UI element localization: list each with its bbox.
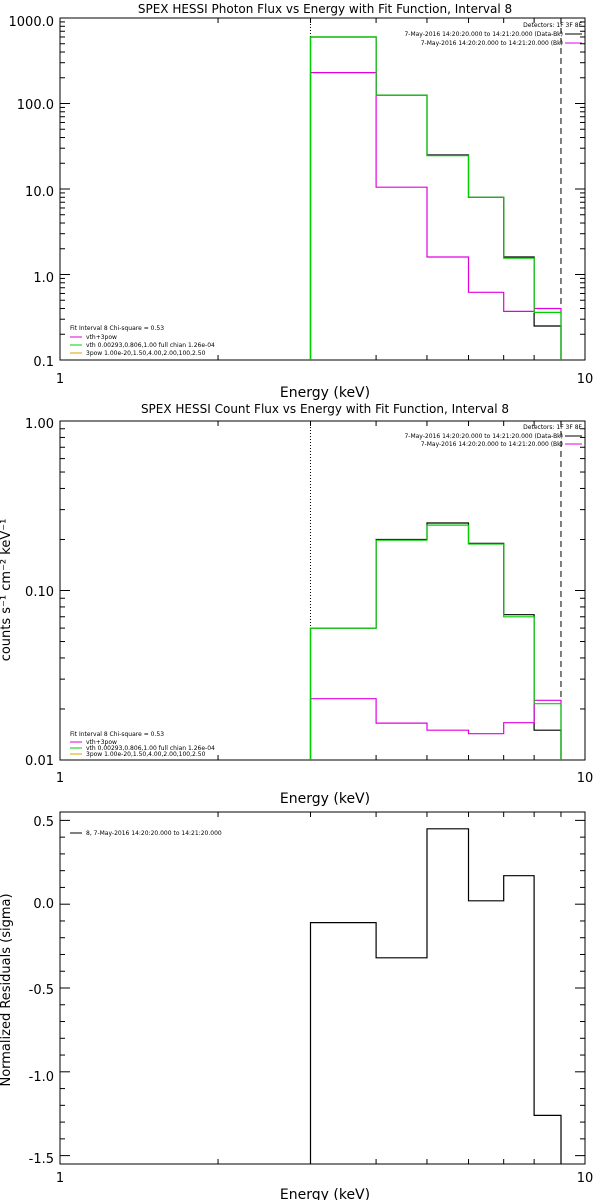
panel-2-fit-label-vth: vth 0.00293,0.806,1.00 full chian 1.26e-…: [86, 745, 215, 752]
panel-3-ytick--1.0: -1.0: [29, 1070, 54, 1085]
panel-1-fit-label-vth3pow: vth+3pow: [86, 334, 117, 341]
panel-3-marks: [60, 812, 585, 1164]
panel-2-xtick-1: 1: [56, 771, 64, 786]
panel-2-detectors-legend: Detectors: 1F 3F 8F 7-May-2016 14:20:20.…: [404, 424, 582, 448]
panel-3-ytick-0.0: 0.0: [33, 897, 54, 912]
panel-1-legend-data-bk: 7-May-2016 14:20:20.000 to 14:21:20.000 …: [404, 31, 563, 38]
panel-2-detectors-label: Detectors: 1F 3F 8F: [523, 424, 582, 431]
panel-3-x-ticks: 1 10: [56, 1171, 593, 1186]
panel-1-y-ticks: 1000.0 100.0 10.0 1.0 0.1: [9, 15, 55, 370]
panel-count-flux: SPEX HESSI Count Flux vs Energy with Fit…: [0, 402, 593, 807]
panel-3-legend-label: 8, 7-May-2016 14:20:20.000 to 14:21:20.0…: [86, 830, 222, 837]
panel-2-ytick-1.00: 1.00: [25, 417, 54, 432]
series-0-step-line: [309, 828, 562, 1164]
panel-3-ylabel: Normalized Residuals (sigma): [0, 893, 14, 1086]
panel-2-legend-bk: 7-May-2016 14:20:20.000 to 14:21:20.000 …: [421, 441, 563, 448]
panel-2-fit-legend: Fit Interval 8 Chi-square = 0.53 vth+3po…: [70, 731, 215, 758]
panel-residuals: 0.5 0.0 -0.5 -1.0 -1.5 Normalized Residu…: [0, 811, 593, 1200]
series-2-step-line: [309, 36, 562, 360]
panel-2-fit-label-3pow: 3pow 1.00e-20,1.50,4.00,2.00,100,2.50: [86, 751, 206, 758]
series-0-step-line: [309, 522, 562, 760]
panel-1-xtick-10: 10: [577, 372, 594, 387]
panel-1-xlabel: Energy (keV): [280, 385, 370, 401]
panel-1-ytick-0.1: 0.1: [33, 355, 54, 370]
panel-1-marks: [60, 17, 585, 361]
panel-1-fit-label-3pow: 3pow 1.00e-20,1.50,4.00,2.00,100,2.50: [86, 350, 206, 357]
series-1-step-line: [309, 72, 562, 360]
panel-1-fit-header: Fit Interval 8 Chi-square = 0.53: [70, 325, 164, 332]
panel-1-xtick-1: 1: [56, 372, 64, 387]
panel-1-title: SPEX HESSI Photon Flux vs Energy with Fi…: [138, 2, 512, 16]
panel-1-detectors-legend: Detectors: 1F 3F 8F 7-May-2016 14:20:20.…: [404, 22, 582, 47]
panel-2-title: SPEX HESSI Count Flux vs Energy with Fit…: [141, 402, 509, 416]
panel-1-detectors-label: Detectors: 1F 3F 8F: [523, 22, 582, 29]
panel-1-ytick-1000: 1000.0: [9, 15, 55, 30]
panel-1-fit-legend: Fit Interval 8 Chi-square = 0.53 vth+3po…: [70, 325, 215, 357]
panel-2-xtick-10: 10: [577, 771, 594, 786]
panel-3-ytick--0.5: -0.5: [29, 983, 54, 998]
series-2-step-line: [309, 524, 562, 760]
panel-3-legend: 8, 7-May-2016 14:20:20.000 to 14:21:20.0…: [70, 830, 222, 837]
panel-1-ytick-10: 10.0: [25, 185, 54, 200]
panel-2-plot-frame: [59, 420, 586, 761]
panel-3-ytick--1.5: -1.5: [29, 1152, 54, 1167]
panel-2-xlabel: Energy (keV): [280, 791, 370, 807]
panel-2-fit-header: Fit Interval 8 Chi-square = 0.53: [70, 731, 164, 738]
panel-2-ytick-0.01: 0.01: [25, 754, 54, 769]
panel-3-xtick-1: 1: [56, 1171, 64, 1186]
panel-photon-flux: SPEX HESSI Photon Flux vs Energy with Fi…: [9, 2, 594, 401]
panel-3-ytick-0.5: 0.5: [33, 815, 54, 830]
panel-3-xlabel: Energy (keV): [280, 1187, 370, 1200]
panel-1-ytick-1: 1.0: [33, 271, 54, 286]
panel-2-ylabel: counts s⁻¹ cm⁻² keV⁻¹: [0, 519, 14, 662]
panel-3-xtick-10: 10: [577, 1171, 594, 1186]
panel-3-y-ticks: 0.5 0.0 -0.5 -1.0 -1.5: [29, 815, 54, 1167]
panel-1-fit-label-vth: vth 0.00293,0.806,1.00 full chian 1.26e-…: [86, 342, 215, 349]
panel-1-ytick-100: 100.0: [17, 98, 54, 113]
series-1-step-line: [309, 698, 562, 760]
panel-1-legend-bk: 7-May-2016 14:20:20.000 to 14:21:20.000 …: [421, 40, 563, 47]
panel-2-legend-data-bk: 7-May-2016 14:20:20.000 to 14:21:20.000 …: [404, 433, 563, 440]
panel-3-plot-frame: [59, 811, 586, 1165]
panel-2-y-ticks: 1.00 0.10 0.01: [25, 417, 54, 769]
panel-2-marks: [60, 420, 585, 761]
panel-2-ytick-0.10: 0.10: [25, 585, 54, 600]
panel-1-plot-frame: [59, 17, 586, 361]
panel-2-x-ticks: 1 10: [56, 771, 593, 786]
panel-1-x-ticks: 1 10: [56, 372, 593, 387]
panel-2-fit-label-vth3pow: vth+3pow: [86, 739, 117, 746]
